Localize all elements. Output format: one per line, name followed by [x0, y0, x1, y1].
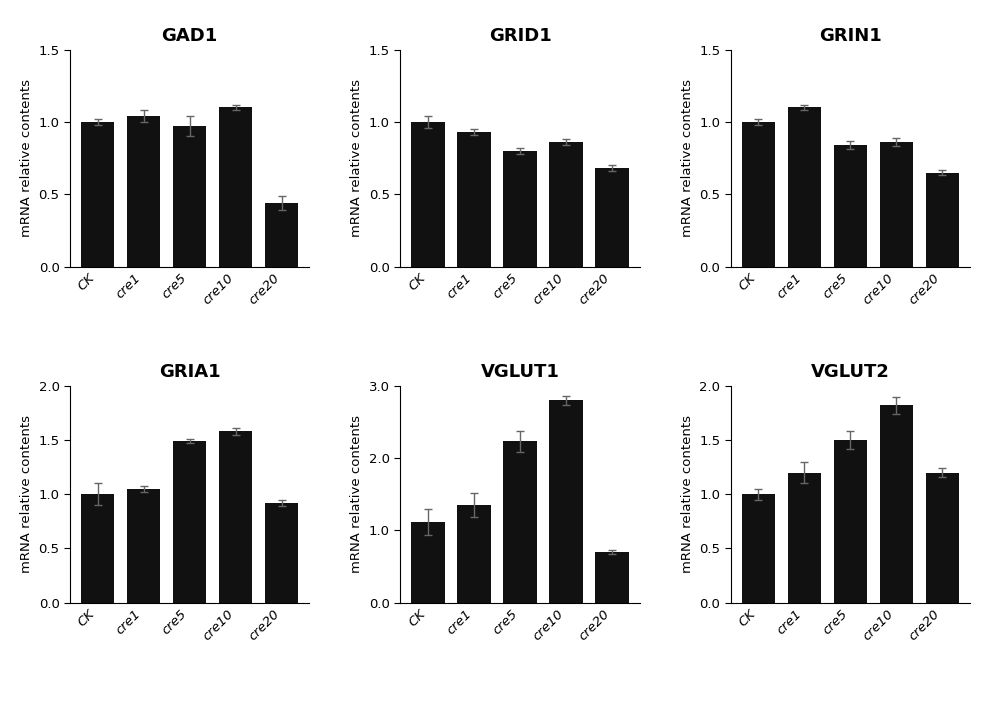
- Title: GRID1: GRID1: [489, 28, 551, 45]
- Bar: [219, 431, 252, 603]
- Bar: [742, 122, 775, 267]
- Bar: [127, 116, 160, 267]
- Bar: [549, 401, 583, 603]
- Bar: [173, 441, 206, 603]
- Y-axis label: mRNA relative contents: mRNA relative contents: [350, 79, 363, 237]
- Bar: [926, 472, 959, 603]
- Bar: [595, 552, 629, 603]
- Bar: [457, 505, 491, 603]
- Bar: [503, 442, 537, 603]
- Bar: [457, 132, 491, 267]
- Title: VGLUT2: VGLUT2: [811, 364, 890, 381]
- Bar: [926, 172, 959, 267]
- Bar: [265, 503, 298, 603]
- Title: GRIA1: GRIA1: [159, 364, 220, 381]
- Bar: [173, 126, 206, 267]
- Bar: [127, 489, 160, 603]
- Bar: [411, 522, 445, 603]
- Bar: [549, 143, 583, 267]
- Bar: [880, 143, 913, 267]
- Y-axis label: mRNA relative contents: mRNA relative contents: [350, 415, 363, 573]
- Bar: [742, 494, 775, 603]
- Y-axis label: mRNA relative contents: mRNA relative contents: [20, 79, 33, 237]
- Bar: [81, 494, 114, 603]
- Bar: [503, 151, 537, 267]
- Bar: [411, 122, 445, 267]
- Y-axis label: mRNA relative contents: mRNA relative contents: [681, 415, 694, 573]
- Title: GAD1: GAD1: [162, 28, 218, 45]
- Bar: [595, 168, 629, 267]
- Bar: [834, 440, 867, 603]
- Bar: [834, 145, 867, 267]
- Title: VGLUT1: VGLUT1: [481, 364, 559, 381]
- Bar: [788, 108, 821, 267]
- Y-axis label: mRNA relative contents: mRNA relative contents: [20, 415, 33, 573]
- Bar: [880, 406, 913, 603]
- Bar: [81, 122, 114, 267]
- Bar: [219, 108, 252, 267]
- Title: GRIN1: GRIN1: [819, 28, 882, 45]
- Bar: [265, 203, 298, 267]
- Bar: [788, 472, 821, 603]
- Y-axis label: mRNA relative contents: mRNA relative contents: [681, 79, 694, 237]
